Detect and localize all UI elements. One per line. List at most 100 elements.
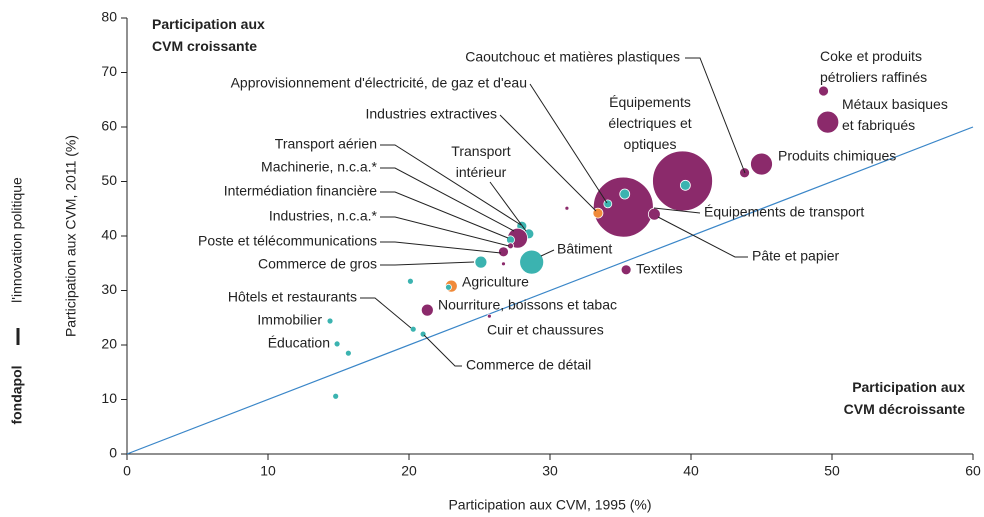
point-label: Approvisionnement d'électricité, de gaz …	[231, 75, 527, 91]
point-label: Pâte et papier	[752, 248, 840, 264]
x-tick-label: 50	[824, 463, 840, 479]
point-label: Hôtels et restaurants	[228, 289, 357, 305]
x-tick-label: 40	[683, 463, 699, 479]
point-label: Produits chimiques	[778, 148, 896, 164]
annotation-line: Équipements	[609, 94, 691, 110]
y-tick-label: 60	[101, 118, 117, 134]
point-label: Machinerie, n.c.a.*	[261, 159, 377, 175]
bubble	[333, 340, 341, 348]
annotation: Métaux basiques et fabriqués	[842, 96, 948, 133]
annotation-line: électriques et	[608, 115, 691, 131]
leader-line	[489, 181, 527, 232]
annotation-line: optiques	[624, 136, 677, 152]
annotation: Équipements électriques et optiques	[608, 94, 691, 152]
x-tick-label: 60	[965, 463, 981, 479]
annotation-line: et fabriqués	[842, 117, 915, 133]
bubble	[344, 349, 352, 357]
point-label: Transport aérien	[275, 136, 377, 152]
y-tick-label: 0	[109, 445, 117, 461]
bubble	[420, 303, 434, 317]
point-label: Équipements de transport	[704, 204, 864, 220]
bubble	[332, 392, 340, 400]
annotation: Transport intérieur	[451, 143, 511, 180]
point-label: Éducation	[268, 335, 330, 351]
annotation-line: intérieur	[456, 164, 507, 180]
annotation-line: Participation aux	[152, 16, 265, 32]
bubble	[486, 313, 492, 319]
point-label: Industries, n.c.a.*	[269, 208, 378, 224]
point-label: Industries extractives	[366, 106, 498, 122]
leader-line	[380, 216, 510, 247]
leader-line	[380, 261, 475, 266]
bubble	[445, 283, 452, 291]
leader-line	[380, 241, 502, 254]
y-tick-label: 20	[101, 336, 117, 352]
leader-line	[653, 207, 701, 214]
bubble	[619, 188, 631, 200]
point-label: Cuir et chaussures	[487, 322, 604, 338]
annotation-line: Transport	[451, 143, 511, 159]
bubble	[498, 246, 509, 258]
bubble	[592, 176, 654, 238]
bubble	[564, 205, 570, 211]
brand-tagline: l'innovation politique	[9, 177, 25, 303]
bubble	[409, 325, 417, 333]
leader-line	[657, 216, 748, 258]
annotation: Participation aux CVM croissante	[152, 16, 265, 54]
leader-line	[380, 144, 522, 226]
point-label: Immobilier	[257, 312, 322, 328]
x-tick-label: 10	[260, 463, 276, 479]
leader-line	[685, 57, 746, 174]
brand-name: fondapol	[9, 365, 25, 424]
point-label: Commerce de gros	[258, 256, 377, 272]
annotation-line: Participation aux	[852, 379, 965, 395]
leader-line	[529, 83, 608, 204]
leader-line	[423, 334, 462, 367]
leader-line	[540, 249, 555, 257]
y-tick-label: 70	[101, 63, 117, 79]
point-label: Textiles	[636, 261, 683, 277]
point-label: Intermédiation financière	[224, 183, 378, 199]
point-label: Bâtiment	[557, 241, 612, 257]
leader-line	[499, 114, 597, 212]
point-label: Commerce de détail	[466, 357, 591, 373]
bubble	[647, 207, 661, 221]
point-label: Nourriture, boissons et tabac	[438, 297, 617, 313]
bubble	[750, 152, 773, 176]
y-tick-label: 50	[101, 172, 117, 188]
annotation: Coke et produits pétroliers raffinés	[820, 48, 927, 85]
bubble	[407, 277, 414, 285]
bubble	[679, 179, 691, 191]
y-tick-label: 40	[101, 227, 117, 243]
y-tick-label: 10	[101, 390, 117, 406]
annotation-line: CVM croissante	[152, 38, 257, 54]
x-tick-label: 30	[542, 463, 558, 479]
bubble	[326, 317, 334, 325]
annotation-line: pétroliers raffinés	[820, 69, 927, 85]
annotation-line: Métaux basiques	[842, 96, 948, 112]
y-axis-label: Participation aux CVM, 2011 (%)	[63, 135, 79, 337]
leader-line	[360, 297, 412, 329]
x-tick-label: 0	[123, 463, 131, 479]
x-tick-label: 20	[401, 463, 417, 479]
leader-line	[380, 191, 509, 239]
point-label: Caoutchouc et matières plastiques	[465, 49, 680, 65]
bubble	[818, 85, 829, 97]
y-tick-label: 80	[101, 9, 117, 25]
leader-line	[380, 167, 515, 232]
annotation-line: Coke et produits	[820, 48, 922, 64]
x-axis-label: Participation aux CVM, 1995 (%)	[448, 497, 651, 513]
reference-line	[126, 126, 974, 455]
point-label: Poste et télécommunications	[198, 233, 377, 249]
bubble	[501, 261, 506, 267]
bubble	[603, 199, 613, 209]
bubble	[620, 264, 632, 276]
annotation-line: CVM décroissante	[844, 401, 966, 417]
y-tick-label: 30	[101, 281, 117, 297]
bubble	[816, 110, 840, 134]
point-label: Agriculture	[462, 274, 529, 290]
annotation: Participation aux CVM décroissante	[844, 379, 966, 417]
bubble	[474, 255, 488, 269]
bubble	[519, 249, 545, 275]
